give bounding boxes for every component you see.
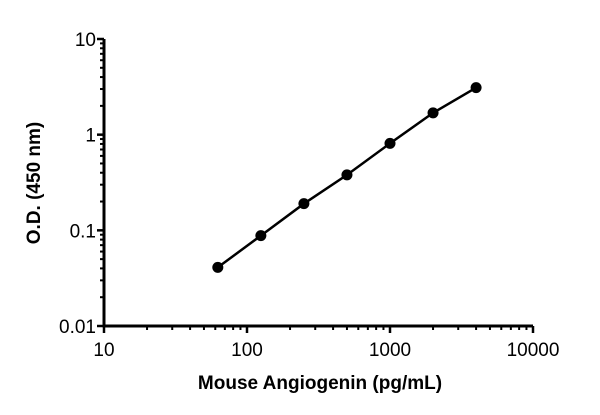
x-tick-label: 10 — [93, 340, 114, 361]
x-tick-label: 100 — [231, 340, 263, 361]
data-point — [427, 107, 439, 119]
y-tick-label: 0.1 — [70, 221, 96, 242]
plot-area — [212, 82, 482, 273]
data-point — [341, 169, 353, 181]
y-axis-title: O.D. (450 nm) — [24, 122, 45, 244]
data-point — [255, 230, 267, 242]
data-point — [384, 137, 396, 149]
axes: 10 100 1000 10000 0.01 0.1 1 10 — [59, 30, 559, 361]
y-tick-label: 10 — [75, 30, 96, 51]
data-point — [470, 82, 482, 94]
x-tick-label: 1000 — [369, 340, 411, 361]
y-tick-label: 0.01 — [59, 317, 96, 338]
x-axis-title: Mouse Angiogenin (pg/mL) — [198, 373, 442, 394]
x-tick-label: 10000 — [507, 340, 560, 361]
data-point — [212, 261, 224, 273]
y-tick-label: 1 — [85, 126, 96, 147]
data-point — [298, 198, 310, 210]
